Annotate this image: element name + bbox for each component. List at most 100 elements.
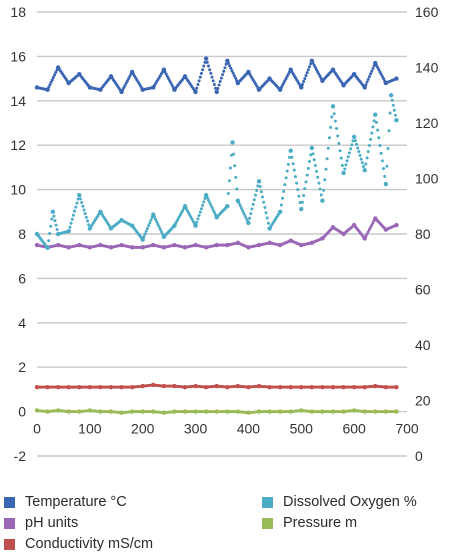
trace-3-31-8 [351, 139, 355, 143]
trace-3-11-3 [144, 229, 148, 233]
trace-3-26-2 [291, 162, 295, 166]
point-3-19 [225, 204, 230, 209]
trace-0-16-1 [205, 60, 209, 64]
point-3-4 [66, 229, 71, 234]
y-right-tick-1: 20 [415, 393, 431, 409]
legend-label-dissolved-oxygen: Dissolved Oxygen % [283, 494, 417, 510]
trace-3-5-5 [83, 212, 87, 216]
trace-3-31-7 [350, 143, 354, 147]
trace-3-23-1 [258, 185, 262, 189]
trace-3-34-8 [383, 174, 387, 178]
trace-3-1-3 [49, 224, 53, 228]
trace-0-23-5 [284, 77, 288, 81]
trace-1-31-1 [364, 234, 368, 238]
trace-0-31-2 [365, 80, 369, 84]
trace-0-15-3 [197, 79, 201, 83]
trace-0-16-3 [208, 68, 212, 72]
trace-1-31-6 [370, 223, 374, 227]
trace-3-20-3 [234, 175, 238, 179]
y-right-tick-7: 140 [415, 60, 439, 76]
trace-3-29-7 [329, 125, 333, 129]
trace-3-5-6 [84, 215, 88, 219]
point-3-16 [193, 223, 198, 228]
trace-0-15-4 [198, 75, 202, 79]
trace-3-17-3 [208, 201, 212, 205]
point-3-31 [341, 170, 346, 176]
trace-3-27-5 [305, 173, 309, 177]
trace-3-32-8 [362, 164, 366, 168]
trace-3-2-1 [52, 214, 56, 218]
trace-0-1-2 [48, 83, 52, 87]
trace-3-5-1 [78, 197, 82, 201]
trace-3-4-2 [69, 221, 73, 225]
trace-3-33-8 [372, 119, 376, 123]
trace-3-26-8 [298, 201, 302, 205]
trace-3-22-6 [253, 193, 257, 197]
trace-3-35-4 [388, 111, 392, 115]
series-4 [34, 408, 399, 415]
y-right-tick-8: 160 [415, 4, 439, 20]
trace-3-12-6 [158, 227, 162, 231]
trace-3-34-6 [380, 159, 384, 163]
trace-0-1-1 [47, 85, 51, 89]
trace-3-29-3 [324, 167, 328, 171]
trace-3-28-3 [313, 164, 317, 168]
point-3-23 [256, 179, 262, 184]
x-tick-7: 700 [395, 421, 419, 437]
axis-ticks: -2 0 2 4 6 8 10 12 14 16 18 0 20 40 60 80 100 120 140 160 0 1… [10, 4, 438, 464]
trace-3-4-4 [71, 213, 75, 217]
y-left-tick-3: 4 [18, 315, 26, 331]
trace-0-15-5 [199, 71, 203, 75]
legend: Temperature °C pH units Conductivity mS/… [0, 488, 453, 558]
trace-3-27-7 [308, 160, 312, 164]
trace-0-32-2 [376, 66, 380, 69]
trace-0-25-3 [303, 77, 307, 81]
trace-3-34-2 [376, 128, 380, 132]
trace-3-29-6 [327, 136, 331, 140]
trace-3-30-8 [340, 164, 344, 168]
trace-3-20-1 [232, 152, 236, 156]
trace-3-25-8 [288, 156, 292, 160]
trace-3-32-2 [354, 142, 358, 146]
series-2 [34, 382, 399, 390]
trace-0-15-1 [195, 86, 199, 90]
trace-3-31-2 [344, 163, 348, 167]
series-0 [34, 56, 399, 95]
point-3-22 [246, 220, 251, 226]
trace-0-12-5 [168, 79, 172, 83]
trace-3-2-3 [54, 223, 58, 227]
trace-3-27-3 [303, 187, 307, 191]
y-left-tick-1: 0 [18, 404, 26, 420]
trace-3-29-8 [330, 115, 334, 119]
trace-0-8-5 [125, 79, 129, 83]
point-3-33 [362, 167, 367, 173]
point-0-17 [214, 89, 219, 95]
y-left-tick-0: -2 [14, 448, 27, 464]
trace-0-31-7 [371, 66, 375, 70]
trace-0-8-3 [123, 83, 127, 87]
trace-3-19-1 [226, 191, 230, 195]
trace-3-17-4 [209, 203, 213, 207]
trace-3-25-7 [286, 162, 290, 166]
trace-3-28-4 [315, 169, 319, 173]
trace-0-31-3 [366, 77, 370, 81]
trace-3-22-8 [256, 184, 260, 188]
trace-3-12-5 [157, 225, 161, 229]
y-right-tick-0: 0 [415, 448, 423, 464]
trace-0-26-5 [316, 70, 320, 74]
trace-3-34-1 [374, 120, 378, 124]
trace-3-17-2 [206, 198, 210, 202]
trace-3-36-2 [391, 103, 395, 107]
point-3-28 [309, 145, 315, 151]
trace-0-12-2 [164, 72, 168, 76]
y-left-tick-4: 6 [18, 270, 26, 286]
trace-3-31-6 [349, 147, 353, 151]
trace-3-33-3 [366, 150, 370, 154]
trace-1-31-2 [365, 232, 369, 236]
trace-3-2-4 [55, 228, 59, 232]
trace-3-17-1 [205, 196, 209, 200]
trace-3-16-2 [196, 217, 200, 221]
trace-0-17-8 [224, 62, 228, 66]
trace-0-23-6 [285, 74, 289, 78]
trace-3-33-2 [365, 156, 369, 160]
